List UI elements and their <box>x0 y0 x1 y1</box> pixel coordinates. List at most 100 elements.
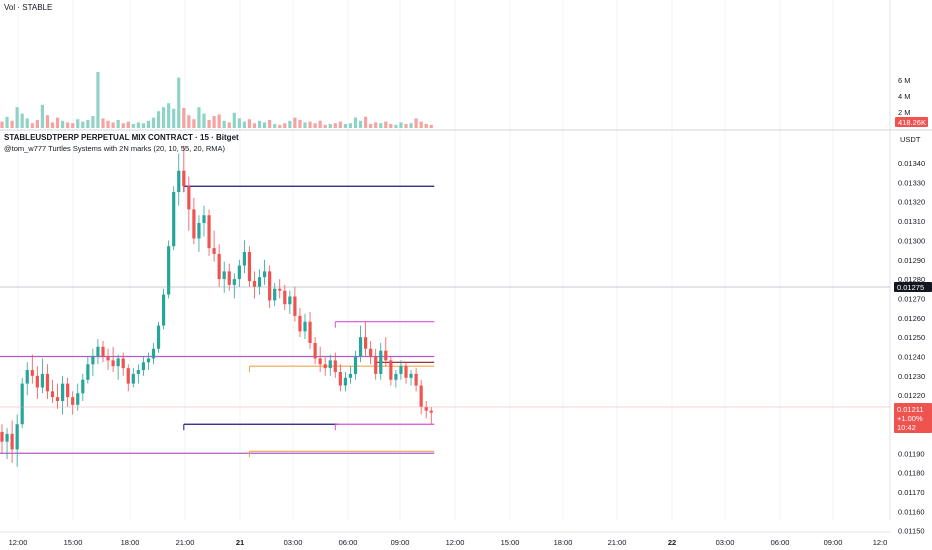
candle-body <box>121 358 125 369</box>
candle-body <box>91 356 95 365</box>
candle-body <box>197 222 201 239</box>
price-axis-label: 0.01190 <box>898 449 925 458</box>
price-axis-label: 0.01230 <box>898 372 925 381</box>
symbol-title[interactable]: STABLEUSDTPERP PERPETUAL MIX CONTRACT · … <box>4 133 239 142</box>
candle-body <box>389 360 393 380</box>
chart-grid <box>17 0 834 520</box>
candle-body <box>126 368 130 384</box>
volume-bar <box>308 121 312 128</box>
candle-body <box>35 375 39 388</box>
candle-body <box>273 288 277 301</box>
volume-bar <box>192 119 196 128</box>
volume-bar <box>116 120 120 128</box>
candle-body <box>217 253 221 280</box>
candle-body <box>81 379 85 394</box>
volume-bar <box>76 119 80 128</box>
volume-bar <box>50 122 55 128</box>
volume-bar <box>202 113 206 128</box>
volume-bar <box>323 124 327 128</box>
candle-body <box>15 424 19 450</box>
volume-bar <box>278 124 282 128</box>
turtle-levels <box>0 185 435 458</box>
volume-bar <box>394 124 398 128</box>
volume-bar <box>333 123 337 128</box>
time-axis-label: 09:00 <box>391 538 410 547</box>
indicator-title[interactable]: @tom_w777 Turtles Systems with 2N marks … <box>4 144 226 153</box>
price-axis-label: 0.01300 <box>898 236 925 245</box>
volume-axis-label: 6 M <box>898 76 911 85</box>
candle-body <box>303 321 307 332</box>
volume-bar <box>66 122 70 128</box>
volume-bar <box>364 116 368 128</box>
time-axis-label: 06:00 <box>771 538 790 547</box>
candle-body <box>364 337 368 349</box>
price-axis-label: 0.01270 <box>898 294 925 303</box>
candle-body <box>25 370 29 384</box>
candle-body <box>66 383 70 398</box>
price-axis-label: 0.01310 <box>898 217 925 226</box>
volume-bar <box>348 123 353 128</box>
candle-body <box>182 170 186 187</box>
volume-bar <box>197 107 201 128</box>
volume-bar <box>101 118 105 128</box>
candle-body <box>172 192 176 247</box>
candle-body <box>111 360 115 367</box>
price-axis[interactable]: 0.01340 0.01330 0.01320 0.01310 0.01300 0.012… <box>898 159 925 536</box>
last-price-badge-bg <box>894 403 932 433</box>
volume-bar <box>288 120 292 128</box>
price-axis-label: 0.01160 <box>898 507 925 516</box>
volume-bar <box>303 122 307 128</box>
candle-body <box>212 248 216 254</box>
volume-badge: 418.26K <box>898 118 926 127</box>
candle-body <box>293 296 297 316</box>
volume-bar <box>212 116 216 128</box>
volume-bar <box>232 112 236 128</box>
price-axis-label: 0.01290 <box>898 256 925 265</box>
candle-body <box>50 391 55 398</box>
volume-bar <box>389 124 393 128</box>
candle-body <box>227 271 231 285</box>
time-axis-label: 18:00 <box>121 538 140 547</box>
candle-body <box>101 346 105 357</box>
volume-bar <box>25 118 29 128</box>
volume-bar <box>343 124 347 128</box>
candles <box>0 145 433 467</box>
volume-bar <box>162 107 166 128</box>
volume-bar <box>227 122 231 128</box>
volume-bar <box>237 118 241 128</box>
volume-axis-label: 2 M <box>898 108 911 117</box>
volume-bar <box>429 124 433 128</box>
volume-bar <box>252 123 257 128</box>
candle-body <box>131 373 135 384</box>
volume-bar <box>172 108 176 128</box>
volume-bar <box>5 116 9 128</box>
candle-body <box>5 433 9 442</box>
candle-body <box>429 410 433 413</box>
volume-bar <box>141 123 145 128</box>
candle-body <box>151 348 156 359</box>
time-axis-label: 21:00 <box>176 538 195 547</box>
volume-pane-title: Vol · STABLE <box>4 3 53 12</box>
price-axis-label: 0.01280 <box>898 275 925 284</box>
volume-axis: 6 M 4 M 2 M <box>898 76 911 117</box>
volume-bar <box>257 120 262 128</box>
candle-body <box>237 265 241 280</box>
volume-bar <box>369 124 373 128</box>
candle-body <box>61 383 65 402</box>
candle-body <box>20 383 24 425</box>
volume-bar <box>131 124 135 128</box>
candle-body <box>318 358 322 365</box>
volume-bar <box>86 120 90 128</box>
price-axis-label: 0.01250 <box>898 333 925 342</box>
last-price-change: +1.00% <box>897 414 923 423</box>
volume-bar <box>106 120 110 128</box>
candle-body <box>247 252 252 282</box>
time-axis[interactable]: 12:00 15:00 18:00 21:00 21 03:00 06:00 09:00 12:… <box>0 531 890 547</box>
volume-bar <box>338 121 342 128</box>
volume-bar <box>91 116 95 128</box>
volume-bar <box>96 72 100 128</box>
volume-bar <box>20 113 24 128</box>
candle-body <box>374 356 378 374</box>
candle-body <box>207 215 211 249</box>
